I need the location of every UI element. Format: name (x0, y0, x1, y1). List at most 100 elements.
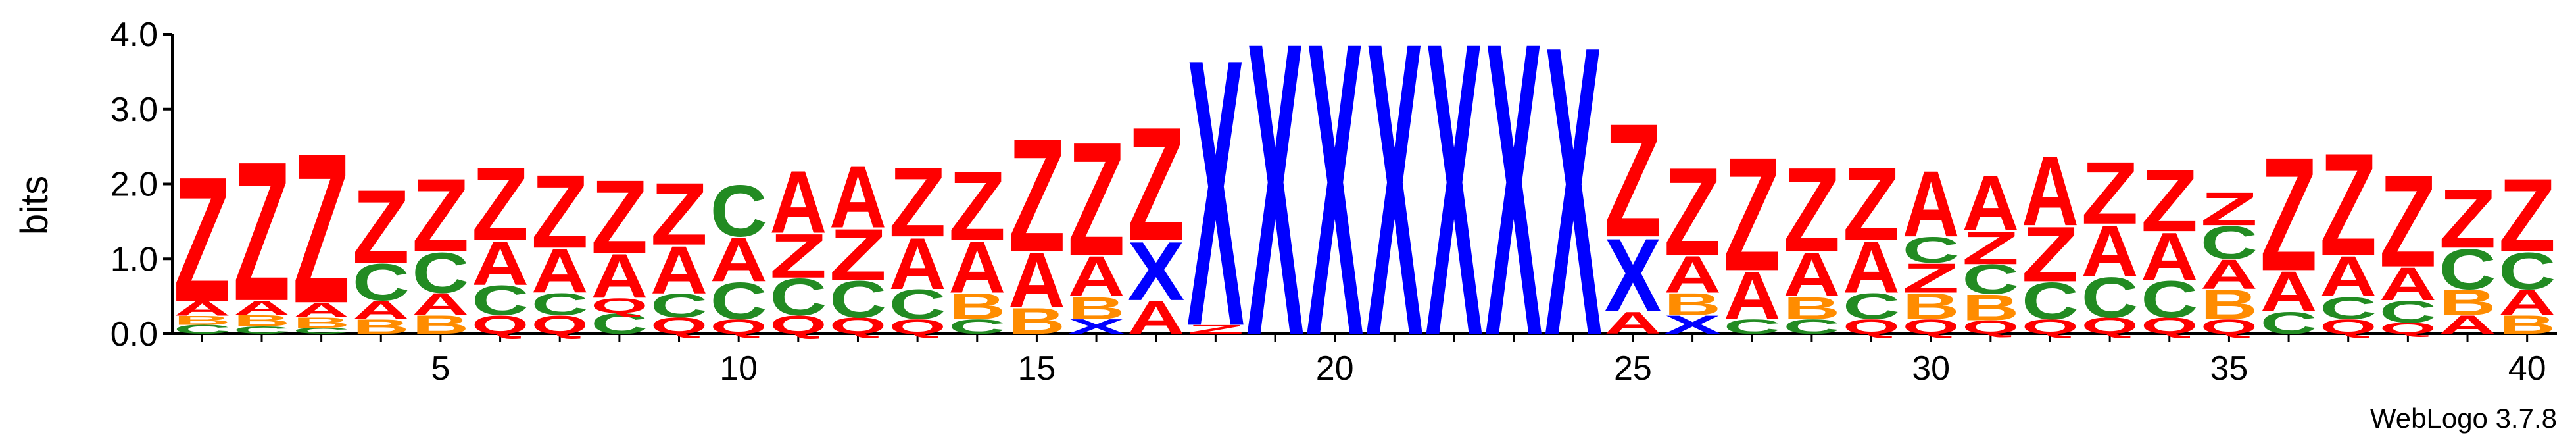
logo-letter: B (352, 315, 410, 338)
logo-letter: Z (650, 165, 708, 264)
logo-letter: Z (829, 214, 887, 296)
logo-letter: C (352, 253, 410, 311)
logo-letter: A (472, 229, 529, 299)
logo-letter: C (650, 287, 708, 324)
logo-letter: C (1783, 315, 1840, 338)
logo-column: ZX (1187, 0, 1245, 407)
logo-letter: B (948, 286, 1006, 326)
y-tick-label: 4.0 (110, 16, 158, 54)
logo-letter: A (1008, 238, 1065, 324)
logo-letter: Q (829, 313, 887, 338)
logo-letter: C (2498, 242, 2556, 300)
logo-letter: A (412, 287, 469, 322)
logo-letter: Z (1962, 222, 2019, 274)
logo-letter: Q (710, 315, 767, 338)
logo-column: CAZ (1724, 124, 1781, 338)
logo-letter: C (2081, 266, 2139, 330)
logo-letter: X (1485, 0, 1543, 423)
logo-letter: Z (412, 157, 469, 274)
x-tick-label: 35 (2210, 349, 2248, 388)
logo-letter: C (2141, 270, 2198, 328)
logo-letter: A (1724, 257, 1781, 333)
logo-letter: C (1962, 257, 2019, 303)
logo-letter: C (769, 268, 827, 326)
logo-letter: X (1664, 311, 1721, 340)
logo-letter: C (2022, 272, 2079, 330)
logo-letter: C (591, 307, 648, 340)
logo-letter: A (829, 147, 887, 247)
logo-letter: B (1783, 291, 1840, 326)
logo-letter: Z (2379, 148, 2437, 294)
logo-letter: C (293, 326, 350, 336)
logo-letter: B (2200, 282, 2258, 328)
logo-letter: A (1783, 240, 1840, 310)
logo-letter: Z (1187, 323, 1244, 336)
logo-column: X (1425, 0, 1483, 423)
logo-letter: Q (2379, 320, 2437, 338)
logo-letter: C (1724, 315, 1781, 338)
logo-letter: A (1962, 161, 2019, 247)
logo-letter: C (472, 278, 529, 324)
y-axis-label: bits (13, 176, 56, 235)
logo-letter: Q (2022, 315, 2079, 338)
logo-letter: A (2260, 260, 2318, 324)
logo-letter: Q (591, 294, 648, 317)
logo-letter: Z (233, 120, 290, 343)
logo-letter: A (2439, 311, 2496, 340)
logo-letter: X (1068, 315, 1125, 338)
logo-letter: Z (1127, 93, 1184, 274)
logo-letter: Z (2141, 151, 2198, 251)
logo-letter: Z (1664, 142, 1721, 282)
logo-letter: B (412, 311, 469, 340)
logo-column: X (1306, 0, 1364, 423)
logo-letter: Z (591, 158, 648, 275)
logo-letter: Q (2200, 315, 2258, 338)
logo-letter: C (233, 324, 290, 336)
logo-letter: A (2498, 282, 2556, 323)
logo-letter: Z (174, 140, 231, 338)
logo-letter: Z (769, 220, 827, 291)
logo-letter: Q (2320, 315, 2377, 338)
logo-column: CAZ (2260, 124, 2318, 341)
logo-letter: B (1008, 301, 1065, 342)
logo-letter: A (889, 222, 946, 305)
logo-letter: C (889, 282, 946, 328)
logo-letter: Q (769, 310, 827, 339)
logo-letter: A (1127, 291, 1184, 344)
logo-letter: X (1247, 0, 1305, 423)
logo-letter: B (174, 313, 231, 327)
logo-letter: A (2320, 245, 2377, 309)
logo-letter: A (1068, 245, 1125, 309)
logo-letter: A (2200, 251, 2258, 298)
y-tick-label: 3.0 (110, 91, 158, 129)
logo-letter: X (1366, 0, 1424, 423)
logo-letter: Q (2141, 313, 2198, 338)
logo-letter: B (293, 315, 350, 331)
x-tick-label: 5 (431, 349, 450, 388)
logo-letter: B (2498, 311, 2556, 340)
logo-letter: Z (2022, 210, 2079, 297)
logo-letter: A (2379, 257, 2437, 310)
logo-letter: Z (352, 168, 410, 285)
logo-letter: Z (531, 153, 589, 270)
x-tick-label: 20 (1316, 349, 1354, 388)
logo-letter: Q (1903, 315, 1960, 338)
logo-letter: Z (2260, 124, 2318, 305)
logo-letter: Z (2439, 172, 2496, 265)
logo-letter: Z (1903, 255, 1960, 301)
logo-letter: Z (2320, 122, 2377, 286)
